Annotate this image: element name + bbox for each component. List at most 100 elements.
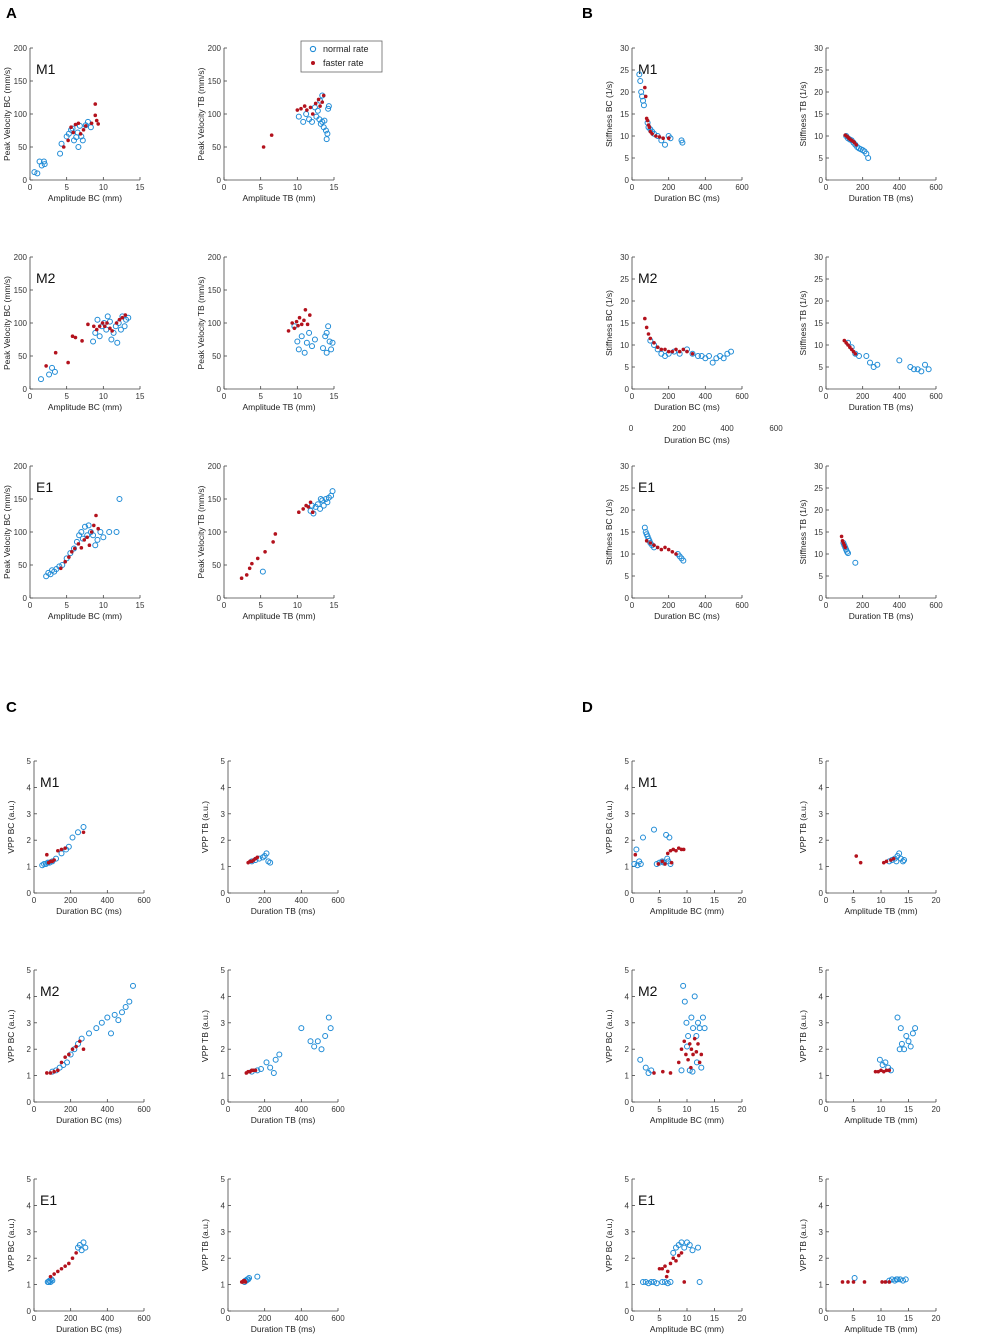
overlap-xlabel: Duration BC (ms) xyxy=(664,435,730,445)
y-tick-label: 100 xyxy=(14,110,28,119)
data-point-faster xyxy=(656,862,661,866)
x-tick-label: 5 xyxy=(258,392,263,401)
x-tick-label: 0 xyxy=(630,896,635,905)
y-axis-label: Stiffness BC (1/s) xyxy=(604,499,614,565)
data-point-faster xyxy=(666,547,671,552)
y-tick-label: 15 xyxy=(620,528,629,537)
data-point-faster xyxy=(253,1068,258,1073)
data-point-faster xyxy=(247,566,252,571)
data-point-normal xyxy=(845,550,851,557)
data-point-faster xyxy=(839,534,844,539)
data-point-normal xyxy=(865,155,872,161)
data-point-normal xyxy=(663,831,670,838)
x-tick-label: 0 xyxy=(222,601,227,610)
scatter-chart-c-m1-tb: 0 200 400 600 0 1 2 3 4 5 Duration TB (ms) VPP TB (… xyxy=(200,757,345,916)
data-point-normal xyxy=(329,488,336,495)
y-tick-label: 0 xyxy=(625,889,630,898)
data-point-normal xyxy=(41,161,48,168)
data-point-faster xyxy=(320,100,325,104)
data-point-normal xyxy=(905,1038,912,1045)
data-point-faster xyxy=(647,125,652,129)
x-tick-label: 200 xyxy=(258,1105,272,1114)
data-point-faster xyxy=(69,125,73,129)
data-point-normal xyxy=(852,559,859,566)
scatter-chart-c-m2-tb: 0 200 400 600 0 1 2 3 4 5 Duration TB (ms) VPP TB (… xyxy=(200,966,345,1125)
data-point-faster xyxy=(664,1274,669,1279)
y-axis-label: VPP TB (a.u.) xyxy=(200,1219,210,1271)
data-point-normal xyxy=(78,1035,85,1042)
data-point-faster xyxy=(78,1039,82,1044)
y-tick-label: 25 xyxy=(620,275,629,284)
x-axis-label: Duration BC (ms) xyxy=(56,1324,122,1334)
data-point-normal xyxy=(96,333,103,340)
x-tick-label: 400 xyxy=(295,896,309,905)
row-label: M1 xyxy=(40,774,60,790)
scatter-chart-b-e1-bc: 0 200 400 600 0 5 10 15 20 25 30 Duration BC (ms) St… xyxy=(604,462,749,621)
y-tick-label: 0 xyxy=(819,1307,824,1316)
data-point-normal xyxy=(678,1067,685,1074)
data-point-normal xyxy=(104,1014,111,1021)
data-point-faster xyxy=(645,118,650,123)
y-tick-label: 50 xyxy=(18,561,27,570)
data-point-normal xyxy=(898,1040,905,1047)
data-point-normal xyxy=(640,834,646,841)
x-tick-label: 20 xyxy=(738,1314,747,1323)
data-point-normal xyxy=(100,534,107,541)
data-point-faster xyxy=(884,859,889,864)
data-point-normal xyxy=(78,529,85,535)
data-point-normal xyxy=(314,107,321,114)
data-point-normal xyxy=(322,127,329,134)
data-point-normal xyxy=(325,103,332,110)
y-tick-label: 0 xyxy=(625,176,630,185)
data-point-normal xyxy=(695,1244,701,1251)
data-point-normal xyxy=(270,1069,277,1076)
data-point-normal xyxy=(85,522,92,529)
y-axis-label: VPP BC (a.u.) xyxy=(6,1218,16,1271)
data-point-normal xyxy=(631,860,638,867)
x-tick-label: 0 xyxy=(630,601,635,610)
data-point-faster xyxy=(644,325,649,330)
data-point-normal xyxy=(254,1273,261,1280)
x-tick-label: 0 xyxy=(824,392,829,401)
data-point-normal xyxy=(294,338,301,345)
data-point-normal xyxy=(720,355,727,362)
data-point-faster xyxy=(48,1071,53,1075)
data-point-faster xyxy=(305,322,310,327)
y-tick-label: 0 xyxy=(625,1098,630,1107)
data-point-normal xyxy=(688,1014,695,1021)
y-axis-label: VPP BC (a.u.) xyxy=(604,1218,614,1271)
x-tick-label: 10 xyxy=(877,896,886,905)
y-tick-label: 30 xyxy=(620,44,629,53)
y-tick-label: 5 xyxy=(625,757,630,766)
y-axis-label: VPP BC (a.u.) xyxy=(6,1009,16,1062)
data-point-faster xyxy=(53,350,58,355)
data-point-normal xyxy=(709,359,716,366)
x-axis-label: Amplitude TB (mm) xyxy=(242,611,315,621)
y-tick-label: 2 xyxy=(625,1254,630,1263)
data-point-normal xyxy=(325,1014,332,1021)
data-point-normal xyxy=(698,1064,705,1071)
x-tick-label: 400 xyxy=(295,1105,309,1114)
y-tick-label: 0 xyxy=(27,1307,32,1316)
row-label: E1 xyxy=(36,479,53,495)
data-point-faster xyxy=(67,555,71,559)
data-point-normal xyxy=(106,529,113,535)
data-point-faster xyxy=(63,1055,67,1059)
data-point-faster xyxy=(851,1280,856,1284)
data-point-normal xyxy=(119,1009,125,1016)
y-axis-label: Stiffness TB (1/s) xyxy=(798,81,808,146)
y-tick-label: 150 xyxy=(208,77,222,86)
y-tick-label: 50 xyxy=(212,561,221,570)
y-tick-label: 100 xyxy=(208,110,222,119)
x-tick-label: 5 xyxy=(851,1105,856,1114)
y-tick-label: 100 xyxy=(208,319,222,328)
data-point-faster xyxy=(665,1269,670,1274)
x-tick-label: 5 xyxy=(657,1314,662,1323)
x-tick-label: 0 xyxy=(630,1105,635,1114)
y-tick-label: 2 xyxy=(221,1254,226,1263)
data-point-faster xyxy=(648,541,653,545)
panel-letter-a: A xyxy=(6,5,17,22)
